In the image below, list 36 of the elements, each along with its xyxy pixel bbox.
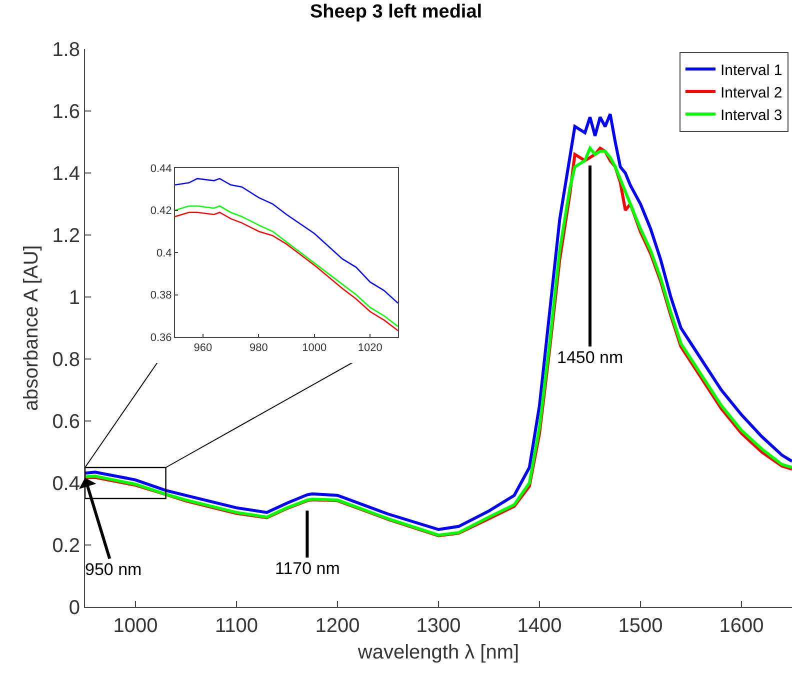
x-axis-title: wavelength λ [nm]: [356, 642, 520, 664]
line-series: [175, 178, 398, 304]
x-tick-label: 1400: [517, 615, 562, 637]
x-tick-label: 980: [249, 342, 268, 354]
annotation: 1170 nm: [275, 559, 340, 578]
x-tick-label: 1000: [113, 615, 158, 637]
x-tick-label: 1300: [416, 615, 461, 637]
y-tick-label: 0.8: [52, 349, 80, 371]
y-tick-label: 1.2: [52, 225, 80, 247]
y-tick-label: 0.4: [52, 473, 80, 495]
legend-label: Interval 2: [720, 84, 782, 102]
chart-title: Sheep 3 left medial: [310, 1, 482, 22]
x-tick-label: 1020: [358, 342, 382, 354]
y-tick-label: 1: [68, 287, 80, 309]
y-tick-label: 0.4: [156, 247, 172, 260]
y-tick-label: 0.44: [150, 162, 172, 175]
y-tick-label: 0.2: [52, 535, 80, 557]
annotation: 950 nm: [85, 560, 142, 579]
y-tick-label: 1.4: [52, 163, 80, 185]
y-tick-label: 0.38: [150, 290, 172, 302]
y-tick-label: 0.42: [150, 205, 172, 218]
legend-label: Interval 1: [720, 62, 782, 79]
y-axis-title: absorbance A [AU]: [20, 245, 43, 411]
x-tick-label: 1000: [302, 342, 327, 354]
y-tick-label: 0: [68, 597, 80, 619]
legend-label: Interval 3: [720, 106, 782, 124]
y-tick-label: 1.8: [52, 39, 80, 61]
y-tick-label: 0.36: [150, 332, 172, 344]
x-tick-label: 960: [194, 342, 212, 354]
x-tick-label: 1200: [315, 615, 360, 637]
annotation: 1450 nm: [557, 348, 624, 367]
y-tick-label: 0.6: [52, 411, 80, 433]
y-tick-label: 1.6: [52, 101, 80, 123]
x-tick-label: 1500: [618, 615, 663, 637]
x-tick-label: 1600: [719, 615, 764, 637]
x-tick-label: 1100: [214, 615, 258, 637]
